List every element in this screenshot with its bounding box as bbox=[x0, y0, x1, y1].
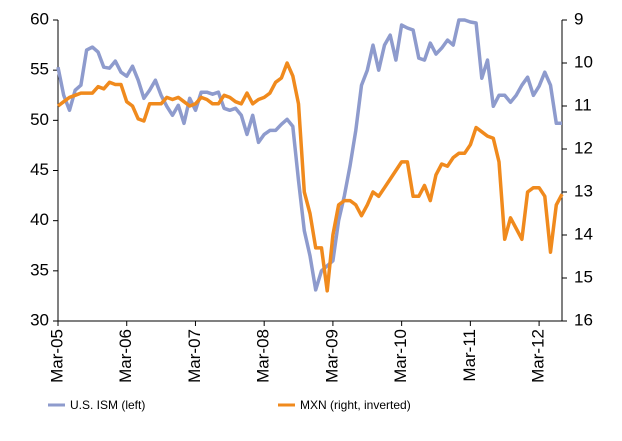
y-tick-label: 40 bbox=[30, 210, 49, 229]
x-tick-label: Mar-07 bbox=[185, 329, 204, 383]
legend-label: MXN (right, inverted) bbox=[300, 398, 411, 412]
y2-tick-label: 11 bbox=[574, 95, 592, 114]
y-tick-label: 45 bbox=[30, 160, 49, 179]
y-tick-label: 60 bbox=[30, 9, 49, 28]
y2-tick-label: 15 bbox=[574, 267, 593, 286]
y2-tick-label: 10 bbox=[574, 52, 593, 71]
legend-label: U.S. ISM (left) bbox=[70, 398, 145, 412]
x-tick-label: Mar-11 bbox=[460, 329, 479, 382]
y-tick-label: 35 bbox=[30, 260, 49, 279]
x-tick-label: Mar-06 bbox=[116, 329, 135, 383]
y2-tick-label: 12 bbox=[574, 138, 593, 157]
y2-tick-label: 13 bbox=[574, 181, 593, 200]
y2-tick-label: 16 bbox=[574, 310, 593, 329]
x-tick-label: Mar-12 bbox=[529, 329, 548, 383]
y2-tick-label: 9 bbox=[574, 9, 583, 28]
series-line bbox=[56, 18, 562, 292]
legend: U.S. ISM (left) MXN (right, inverted) bbox=[48, 398, 411, 412]
x-tick-label: Mar-08 bbox=[254, 329, 273, 383]
x-tick-label: Mar-05 bbox=[47, 329, 66, 383]
x-tick-label: Mar-10 bbox=[391, 329, 410, 383]
y-tick-label: 50 bbox=[30, 110, 49, 129]
y-tick-label: 55 bbox=[30, 60, 49, 79]
y2-tick-label: 14 bbox=[574, 224, 593, 243]
x-tick-label: Mar-09 bbox=[322, 329, 341, 383]
series-line bbox=[56, 61, 564, 293]
y-tick-label: 30 bbox=[30, 310, 49, 329]
